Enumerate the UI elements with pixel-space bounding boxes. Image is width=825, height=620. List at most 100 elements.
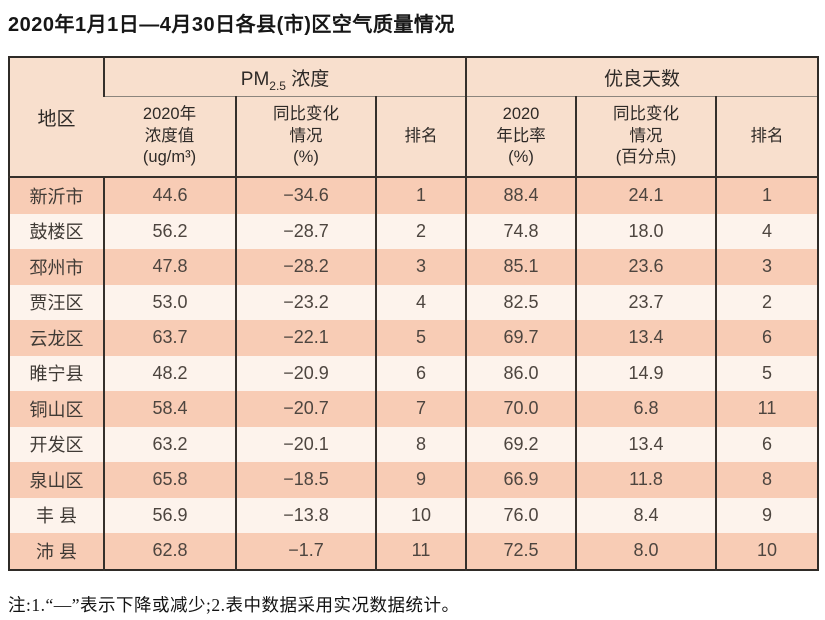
header-rate-value: 2020 年比率 (%)	[465, 96, 576, 178]
rate-rank-cell: 9	[714, 497, 819, 533]
rate-rank-cell: 5	[714, 355, 819, 391]
rate-rank-cell: 4	[714, 213, 819, 249]
pm-value-cell: 63.7	[103, 320, 236, 356]
table-row: 云龙区 63.7 −22.1 5 69.7 13.4 6	[9, 320, 819, 356]
pm-rank-cell: 11	[375, 533, 466, 570]
rate-rank-cell: 6	[714, 426, 819, 462]
rate-change-cell: 14.9	[575, 355, 716, 391]
rate-change-cell: 8.4	[575, 497, 716, 533]
rate-change-cell: 24.1	[575, 177, 716, 214]
pm-change-cell: −34.6	[235, 177, 376, 214]
header-region: 地区	[9, 57, 104, 178]
header-pm-value: 2020年 浓度值 (ug/m³)	[104, 96, 236, 178]
header-rate-rank: 排名	[714, 96, 819, 178]
rate-value-cell: 74.8	[465, 213, 576, 249]
pm25-label-subscript: 2.5	[269, 78, 286, 93]
footnote: 注:1.“—”表示下降或减少;2.表中数据采用实况数据统计。	[8, 594, 460, 615]
table-row: 沛 县 62.8 −1.7 11 72.5 8.0 10	[9, 533, 819, 570]
pm-value-cell: 48.2	[103, 355, 236, 391]
table-row: 邳州市 47.8 −28.2 3 85.1 23.6 3	[9, 249, 819, 285]
pm-change-cell: −20.7	[235, 391, 376, 427]
pm-change-cell: −22.1	[235, 320, 376, 356]
pm-change-cell: −23.2	[235, 284, 376, 320]
pm-rank-cell: 9	[375, 462, 466, 498]
pm-value-cell: 56.9	[103, 497, 236, 533]
pm-change-cell: −20.9	[235, 355, 376, 391]
table-header: 地区 PM2.5 浓度 优良天数 2020年 浓度值 (ug/m³) 同比变化 …	[9, 57, 819, 178]
header-pm-rank: 排名	[375, 96, 466, 178]
region-cell: 泉山区	[9, 462, 104, 498]
rate-change-cell: 23.7	[575, 284, 716, 320]
rate-change-cell: 11.8	[575, 462, 716, 498]
region-cell: 铜山区	[9, 391, 104, 427]
table-row: 泉山区 65.8 −18.5 9 66.9 11.8 8	[9, 462, 819, 498]
table-row: 贾汪区 53.0 −23.2 4 82.5 23.7 2	[9, 284, 819, 320]
rate-value-cell: 82.5	[465, 284, 576, 320]
region-cell: 邳州市	[9, 249, 104, 285]
pm-rank-cell: 5	[375, 320, 466, 356]
pm-change-cell: −1.7	[235, 533, 376, 570]
rate-value-cell: 66.9	[465, 462, 576, 498]
pm-value-cell: 53.0	[103, 284, 236, 320]
rate-value-cell: 76.0	[465, 497, 576, 533]
rate-rank-cell: 1	[714, 177, 819, 214]
pm-rank-cell: 1	[375, 177, 466, 214]
rate-value-cell: 88.4	[465, 177, 576, 214]
rate-value-cell: 70.0	[465, 391, 576, 427]
region-cell: 贾汪区	[9, 284, 104, 320]
table-row: 睢宁县 48.2 −20.9 6 86.0 14.9 5	[9, 355, 819, 391]
rate-value-cell: 72.5	[465, 533, 576, 570]
region-cell: 睢宁县	[9, 355, 104, 391]
rate-rank-cell: 3	[714, 249, 819, 285]
rate-value-cell: 86.0	[465, 355, 576, 391]
pm-rank-cell: 6	[375, 355, 466, 391]
pm-value-cell: 58.4	[103, 391, 236, 427]
table-row: 鼓楼区 56.2 −28.7 2 74.8 18.0 4	[9, 213, 819, 249]
header-rate-change: 同比变化 情况 (百分点)	[575, 96, 716, 178]
region-cell: 新沂市	[9, 177, 104, 214]
pm-rank-cell: 7	[375, 391, 466, 427]
region-cell: 丰 县	[9, 497, 104, 533]
pm-value-cell: 56.2	[103, 213, 236, 249]
table-row: 丰 县 56.9 −13.8 10 76.0 8.4 9	[9, 497, 819, 533]
rate-change-cell: 18.0	[575, 213, 716, 249]
rate-rank-cell: 8	[714, 462, 819, 498]
pm-change-cell: −28.7	[235, 213, 376, 249]
rate-rank-cell: 6	[714, 320, 819, 356]
region-cell: 沛 县	[9, 533, 104, 570]
rate-change-cell: 23.6	[575, 249, 716, 285]
header-group-good-days: 优良天数	[464, 57, 819, 97]
rate-value-cell: 69.2	[465, 426, 576, 462]
rate-value-cell: 69.7	[465, 320, 576, 356]
table-body: 新沂市 44.6 −34.6 1 88.4 24.1 1 鼓楼区 56.2 −28.7 2 74.8 1…	[9, 177, 819, 570]
rate-change-cell: 6.8	[575, 391, 716, 427]
pm-value-cell: 44.6	[103, 177, 236, 214]
table-row: 新沂市 44.6 −34.6 1 88.4 24.1 1	[9, 177, 819, 214]
pm-change-cell: −28.2	[235, 249, 376, 285]
pm-change-cell: −20.1	[235, 426, 376, 462]
table-row: 开发区 63.2 −20.1 8 69.2 13.4 6	[9, 426, 819, 462]
rate-rank-cell: 10	[714, 533, 819, 570]
region-cell: 开发区	[9, 426, 104, 462]
pm25-label-prefix: PM	[240, 68, 270, 90]
region-cell: 鼓楼区	[9, 213, 104, 249]
rate-change-cell: 13.4	[575, 320, 716, 356]
pm-value-cell: 62.8	[103, 533, 236, 570]
pm-rank-cell: 10	[375, 497, 466, 533]
pm-value-cell: 65.8	[103, 462, 236, 498]
table-row: 铜山区 58.4 −20.7 7 70.0 6.8 11	[9, 391, 819, 427]
pm-rank-cell: 4	[375, 284, 466, 320]
header-pm-change: 同比变化 情况 (%)	[235, 96, 376, 178]
pm-rank-cell: 8	[375, 426, 466, 462]
rate-rank-cell: 11	[714, 391, 819, 427]
pm-value-cell: 63.2	[103, 426, 236, 462]
pm-rank-cell: 3	[375, 249, 466, 285]
air-quality-table: 地区 PM2.5 浓度 优良天数 2020年 浓度值 (ug/m³) 同比变化 …	[8, 56, 820, 571]
pm-rank-cell: 2	[375, 213, 466, 249]
rate-rank-cell: 2	[714, 284, 819, 320]
pm25-label-suffix: 浓度	[285, 68, 330, 90]
rate-change-cell: 8.0	[575, 533, 716, 570]
pm-value-cell: 47.8	[103, 249, 236, 285]
pm-change-cell: −13.8	[235, 497, 376, 533]
